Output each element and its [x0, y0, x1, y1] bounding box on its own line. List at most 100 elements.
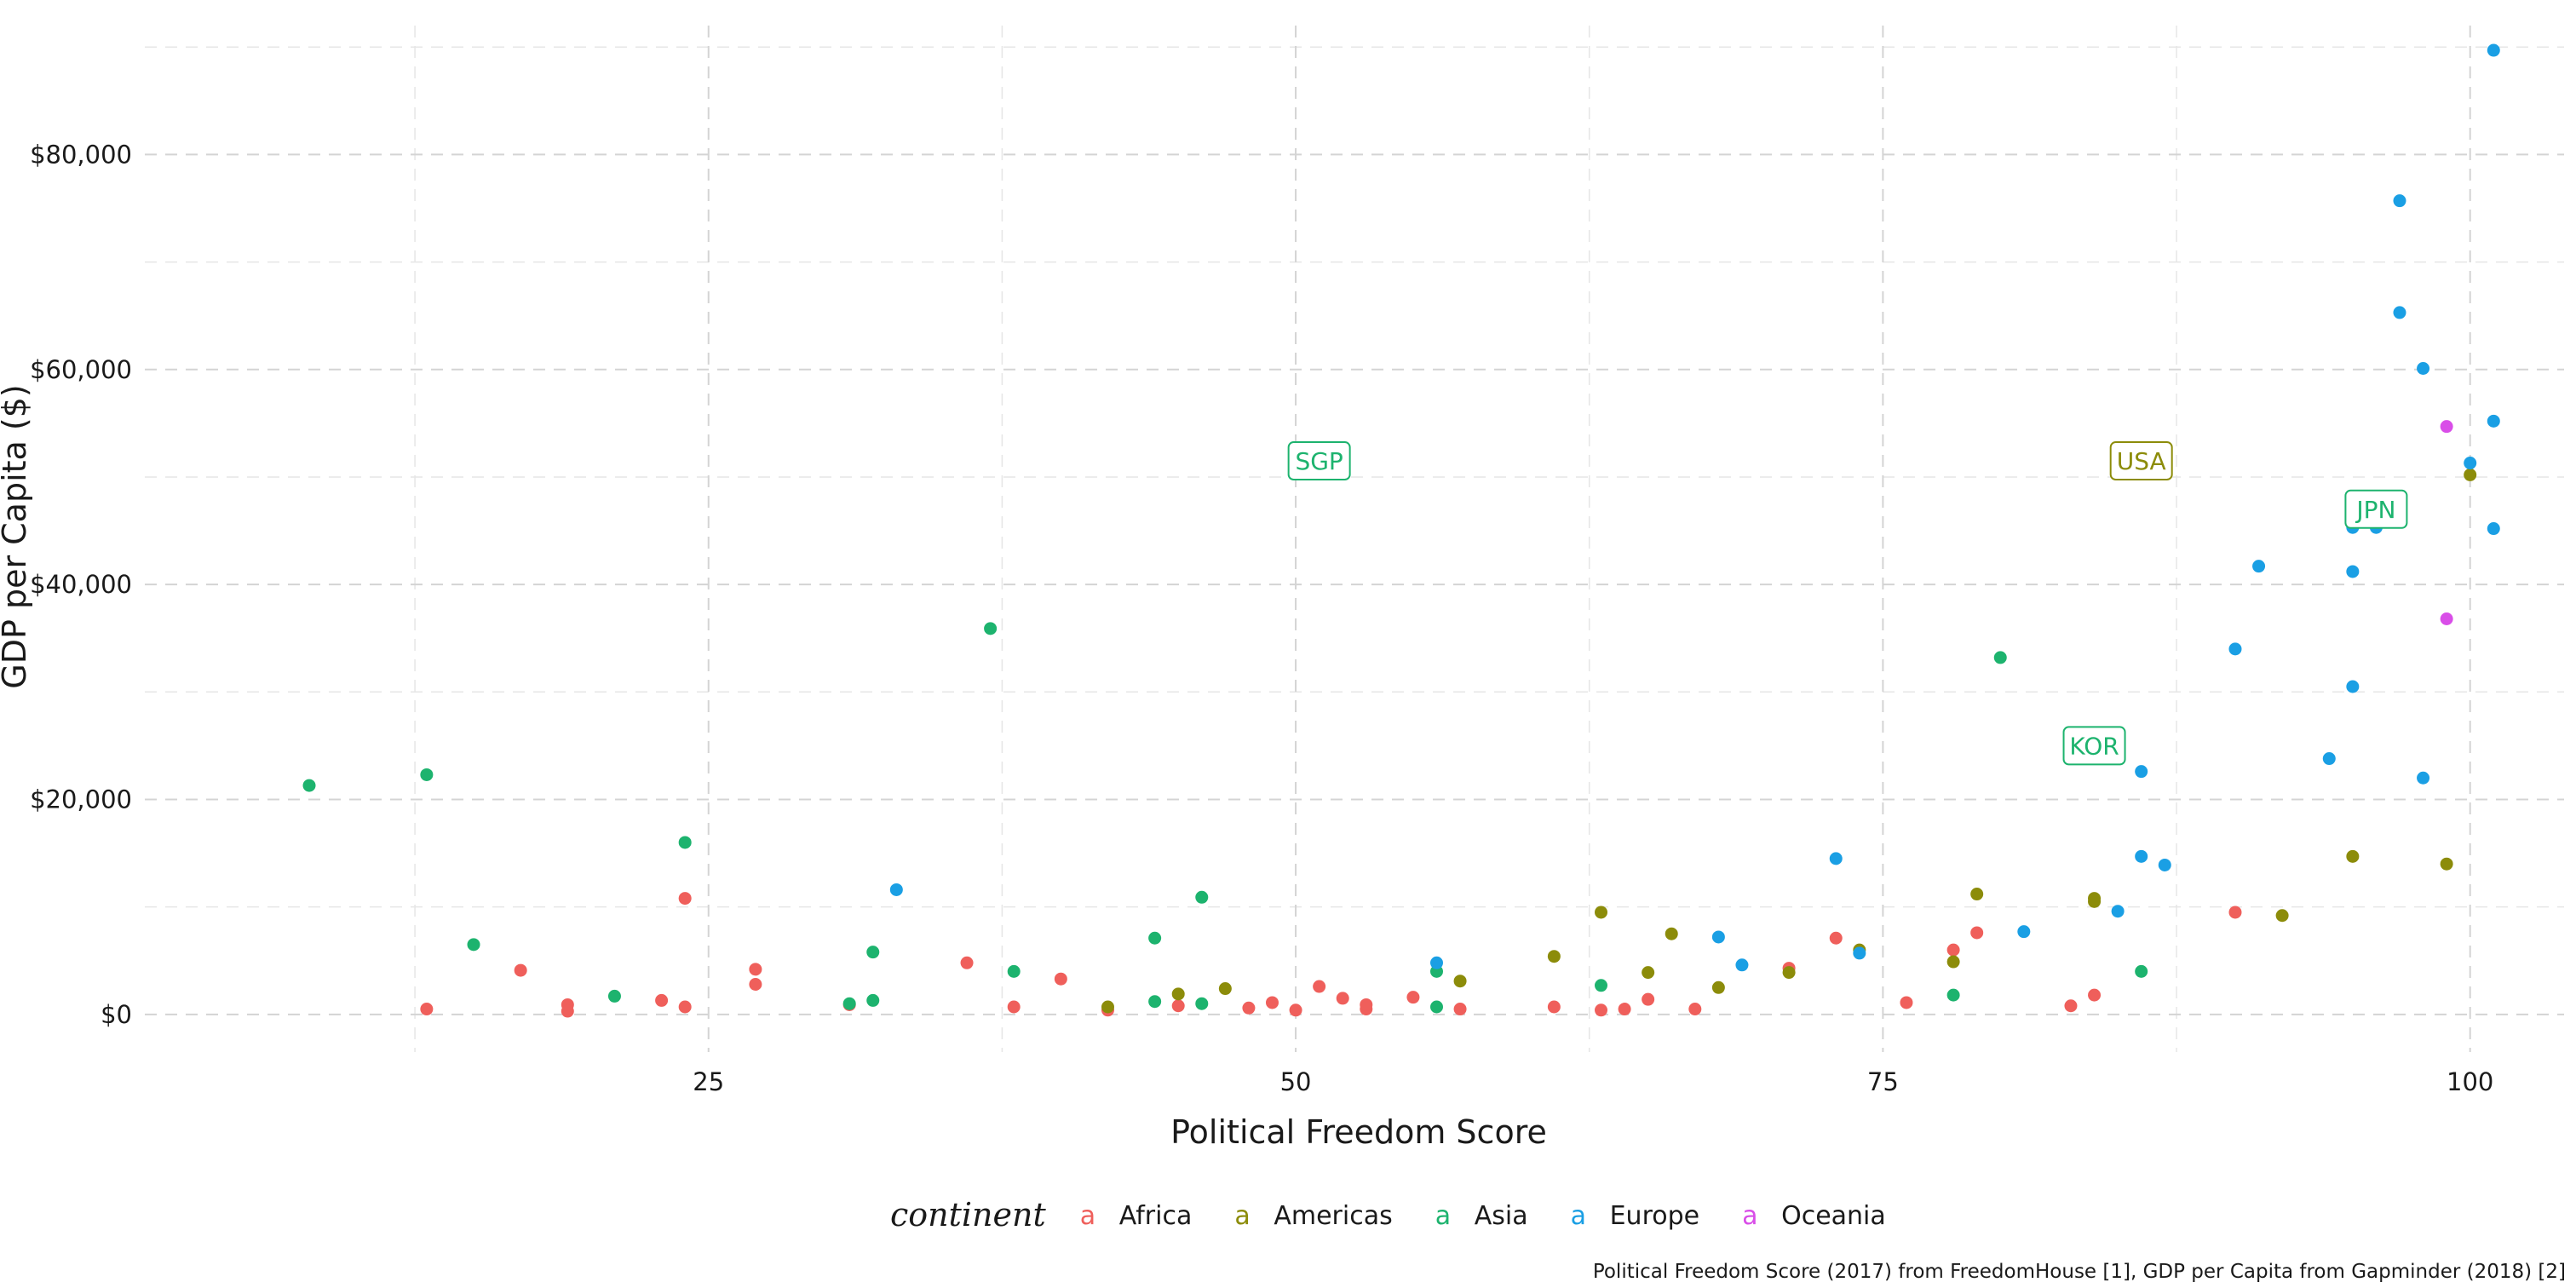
y-tick-label: $20,000	[30, 785, 132, 814]
point-europe	[1735, 958, 1749, 972]
point-europe	[2346, 565, 2360, 578]
annotation-sgp: SGP	[1287, 441, 1351, 481]
point-africa	[749, 978, 762, 992]
annotation-label: SGP	[1295, 447, 1343, 475]
point-americas	[2346, 849, 2360, 863]
point-africa	[514, 963, 527, 977]
point-asia	[302, 779, 316, 792]
grid	[145, 26, 2564, 1052]
point-africa	[1336, 992, 1349, 1005]
point-africa	[1242, 1001, 1256, 1015]
point-americas	[2464, 468, 2477, 481]
point-annotations: SGP USA JPN KOR	[1287, 441, 2408, 766]
point-europe	[2111, 905, 2125, 918]
annotation-jpn: JPN	[2344, 489, 2408, 529]
point-europe	[2487, 522, 2500, 536]
point-asia	[1946, 988, 1960, 1002]
point-africa	[1547, 1000, 1561, 1014]
x-tick-label: 25	[693, 1067, 724, 1096]
point-asia	[1195, 890, 1209, 904]
legend-item-americas: a Americas	[1234, 1201, 1392, 1231]
point-africa	[1313, 980, 1326, 993]
point-africa	[960, 956, 974, 969]
x-tick-label: 50	[1280, 1067, 1312, 1096]
point-asia	[866, 946, 880, 959]
annotation-box	[2062, 726, 2126, 766]
point-americas	[1218, 982, 1232, 996]
y-axis-title: GDP per Capita ($)	[0, 384, 33, 689]
point-africa	[1642, 992, 1655, 1006]
legend-item-africa: a Africa	[1080, 1201, 1193, 1231]
point-africa	[1970, 926, 1984, 940]
axis-ticks: 25 50 75 100 $0 $20,000 $40,000 $60,000 $80,000	[30, 140, 2493, 1096]
annotation-label: KOR	[2069, 732, 2119, 760]
point-asia	[1007, 964, 1021, 978]
point-americas	[1711, 980, 1725, 994]
x-tick-label: 75	[1867, 1067, 1899, 1096]
point-europe	[1829, 852, 1843, 865]
legend: continent a Africa a Americas a Asia a Europe a O…	[890, 1196, 1886, 1233]
point-americas	[1453, 975, 1467, 988]
legend-item-oceania: a Oceania	[1742, 1201, 1886, 1231]
legend-label: Oceania	[1781, 1201, 1886, 1231]
point-africa	[2228, 906, 2242, 919]
point-americas	[1547, 950, 1561, 963]
point-africa	[1406, 991, 1420, 1004]
annotation-kor: KOR	[2062, 726, 2126, 766]
annotation-label: JPN	[2355, 496, 2395, 524]
legend-label: Americas	[1274, 1201, 1392, 1231]
point-europe	[2228, 642, 2242, 656]
point-africa	[420, 1003, 434, 1016]
point-asia	[1993, 651, 2007, 664]
point-africa	[678, 1000, 692, 1014]
point-asia	[2135, 964, 2148, 978]
point-europe	[1430, 956, 1444, 969]
point-americas	[2275, 909, 2289, 923]
legend-label: Europe	[1610, 1201, 1700, 1231]
point-europe	[1853, 946, 1866, 960]
point-africa	[1595, 1003, 1608, 1017]
point-americas	[1101, 1000, 1114, 1014]
point-africa	[1265, 996, 1279, 1009]
point-africa	[1360, 998, 1373, 1011]
point-europe	[2487, 43, 2500, 57]
annotation-box	[2344, 489, 2408, 529]
point-africa	[1688, 1003, 1702, 1016]
y-tick-label: $60,000	[30, 355, 132, 384]
caption: Political Freedom Score (2017) from Free…	[1593, 1261, 2566, 1283]
point-asia	[1148, 995, 1162, 1009]
y-tick-label: $80,000	[30, 140, 132, 169]
annotation-usa: USA	[2109, 441, 2173, 481]
point-asia	[678, 836, 692, 849]
point-africa	[1900, 996, 1913, 1009]
point-europe	[2135, 765, 2148, 779]
point-europe	[2417, 771, 2430, 785]
point-americas	[1946, 955, 1960, 969]
y-tick-label: $40,000	[30, 570, 132, 599]
legend-title: continent	[890, 1196, 1046, 1233]
point-oceania	[2440, 612, 2453, 626]
point-africa	[1618, 1003, 1631, 1016]
point-africa	[1007, 1000, 1021, 1014]
legend-key: a	[1742, 1201, 1757, 1231]
point-europe	[2135, 849, 2148, 863]
point-asia	[1430, 1000, 1444, 1014]
point-europe	[889, 883, 903, 896]
data-points	[302, 43, 2500, 1018]
point-americas	[1595, 906, 1608, 919]
legend-item-europe: a Europe	[1571, 1201, 1700, 1231]
point-europe	[2393, 194, 2406, 208]
point-europe	[2393, 306, 2406, 319]
x-axis-title: Political Freedom Score	[1170, 1113, 1547, 1151]
point-europe	[2464, 457, 2477, 470]
point-africa	[1453, 1003, 1467, 1016]
legend-key: a	[1571, 1201, 1586, 1231]
point-americas	[2440, 857, 2453, 871]
point-africa	[1054, 972, 1067, 986]
point-asia	[866, 993, 880, 1007]
point-africa	[678, 892, 692, 906]
point-asia	[984, 622, 998, 635]
y-tick-label: $0	[101, 1000, 132, 1029]
legend-label: Asia	[1475, 1201, 1528, 1231]
